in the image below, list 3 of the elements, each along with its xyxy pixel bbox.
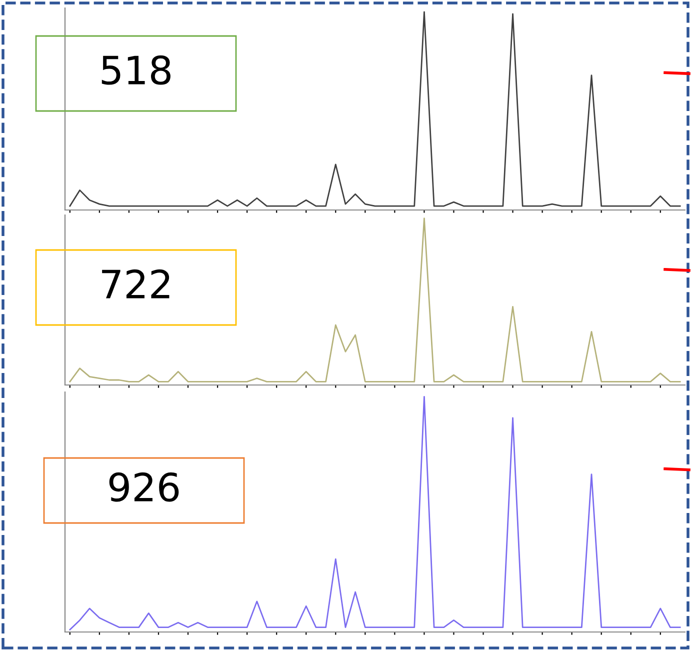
text: 518 — [102, 55, 170, 85]
text: 722 — [102, 269, 170, 298]
text: 926 — [109, 472, 179, 502]
